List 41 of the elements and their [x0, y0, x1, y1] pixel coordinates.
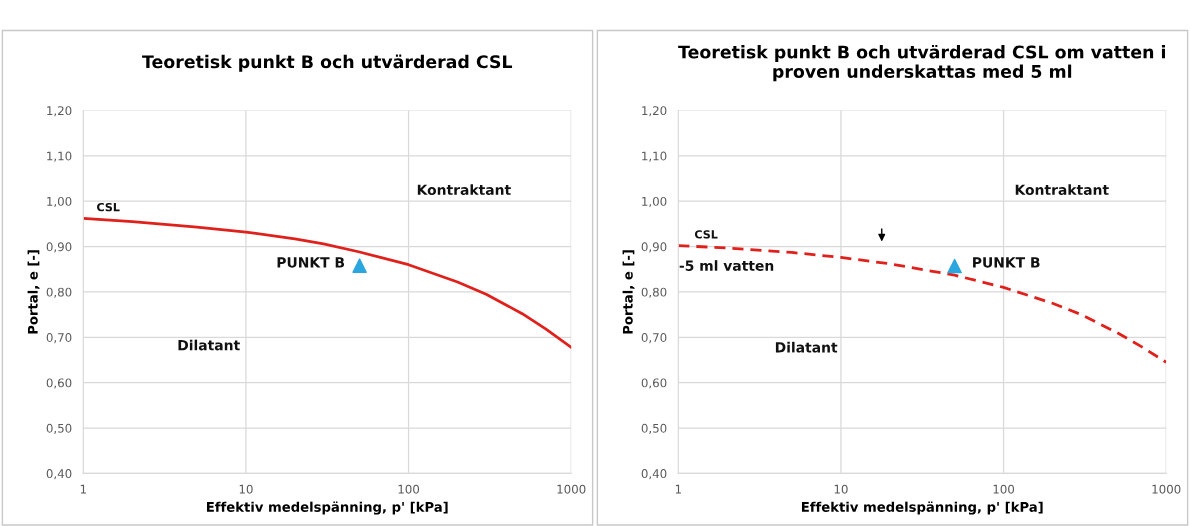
x-tick-label: 1000: [1152, 484, 1181, 494]
y-tick-label: 0,40: [46, 469, 72, 480]
y-tick-label: 1,20: [642, 106, 667, 117]
y-tick-label: 0,90: [46, 242, 72, 253]
annotation: CSL: [694, 230, 718, 239]
y-tick-label: 0,80: [46, 287, 72, 298]
annotation: -5 ml vatten: [679, 260, 774, 271]
x-tick-label: 1: [675, 484, 681, 494]
annotation: CSL: [97, 202, 120, 212]
y-tick-label: 0,50: [641, 423, 667, 434]
annotation: PUNKT B: [973, 257, 1040, 268]
x-tick-label: 100: [398, 484, 420, 494]
y-axis-title: Portal, e [-]: [27, 250, 40, 334]
annotation: Kontraktant: [417, 184, 511, 196]
x-tick-label: 1: [80, 484, 86, 494]
y-tick-label: 0,90: [641, 242, 667, 253]
y-tick-label: 0,60: [46, 378, 72, 389]
chart-title: Teoretisk punkt B och utvärderad CSL: [142, 54, 513, 72]
x-tick-label: 100: [993, 484, 1015, 494]
annotation: Dilatant: [178, 339, 240, 351]
y-tick-label: 1,00: [642, 196, 667, 208]
y-tick-label: 0,40: [641, 469, 667, 480]
y-tick-label: 0,70: [641, 333, 667, 344]
x-axis-title: Effektiv medelspänning, p' [kPa]: [801, 501, 1043, 515]
x-tick-label: 10: [834, 484, 848, 494]
y-tick-label: 0,60: [641, 378, 667, 389]
y-tick-label: 1,00: [47, 196, 72, 208]
y-tick-label: 0,70: [46, 333, 72, 344]
y-axis-title: Portal, e [-]: [622, 250, 635, 334]
y-tick-label: 1,10: [642, 151, 667, 162]
x-axis-title: Effektiv medelspänning, p' [kPa]: [206, 501, 448, 515]
annotation: Dilatant: [775, 341, 838, 353]
y-tick-label: 0,80: [641, 287, 667, 298]
y-tick-label: 1,10: [47, 151, 72, 162]
y-tick-label: 0,50: [46, 423, 72, 434]
y-tick-label: 1,20: [47, 106, 72, 117]
annotation: Kontraktant: [1015, 184, 1109, 196]
x-tick-label: 10: [239, 484, 253, 494]
chart-title: Teoretisk punkt B och utvärderad CSL om vatten i proven underskattas med 5 ml: [678, 44, 1165, 82]
annotation: PUNKT B: [277, 257, 345, 268]
x-tick-label: 1000: [557, 484, 586, 494]
